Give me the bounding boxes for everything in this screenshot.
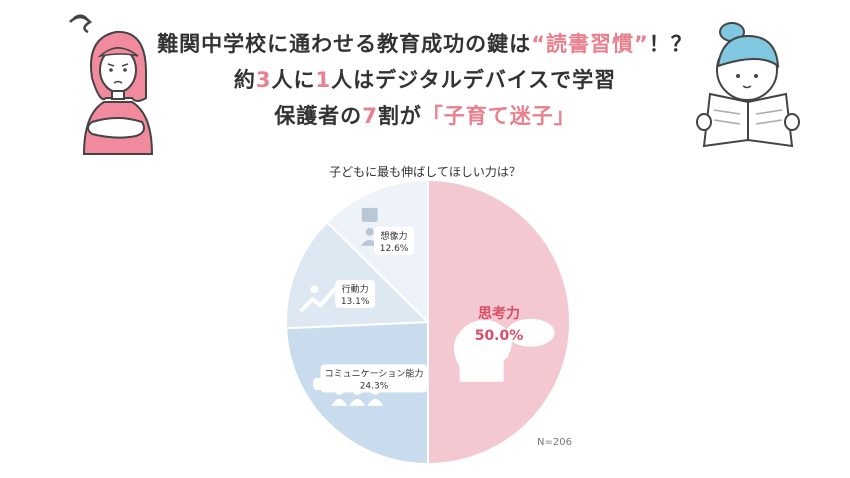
pie-slice xyxy=(427,178,571,466)
brain-icon xyxy=(453,318,555,382)
chart-title: 子どもに最も伸ばしてほしい力は？ xyxy=(329,165,521,179)
slice-label-name: 行動力 xyxy=(342,283,369,295)
slice-label-value: 50.0% xyxy=(475,328,524,344)
slice-label-value: 12.6% xyxy=(380,244,409,254)
headline-accent: 「子育て迷子」 xyxy=(421,104,576,128)
sample-size-note: N=206 xyxy=(537,437,572,448)
slice-label-name: 思考力 xyxy=(478,305,520,322)
headline-text: 人に xyxy=(271,68,316,92)
slice-label: 行動力 13.1% xyxy=(335,279,376,308)
headline-text: 割が xyxy=(377,104,422,128)
slice-label: コミュニケーション能力 24.3% xyxy=(320,364,428,393)
slice-label-value: 13.1% xyxy=(341,297,370,307)
slice-label-name: コミュニケーション能力 xyxy=(325,367,424,379)
slice-label-name: 想像力 xyxy=(381,230,408,242)
worried-parent-icon xyxy=(69,14,154,155)
headline-line-1: 難関中学校に通わせる教育成功の鍵は“読書習慣”！？ xyxy=(0,28,850,58)
headline-text: 人はデジタルデバイスで学習 xyxy=(331,68,617,92)
headline-text: 難関中学校に通わせる教育成功の鍵は xyxy=(157,32,532,56)
slice-label: 思考力 50.0% xyxy=(475,305,524,344)
headline-accent: 3 xyxy=(255,68,272,92)
headline-accent: 7 xyxy=(362,104,378,128)
headline-line-3: 保護者の7割が「子育て迷子」 xyxy=(0,100,850,130)
slice-label: 想像力 12.6% xyxy=(374,226,415,255)
headline-accent: 1 xyxy=(315,68,332,92)
slice-label-value: 24.3% xyxy=(360,381,389,391)
reading-child-icon xyxy=(696,22,800,148)
headline-text: ！？ xyxy=(648,32,693,56)
headline-line-2: 約3人に1人はデジタルデバイスで学習 xyxy=(0,64,850,94)
headline-accent: “読書習慣” xyxy=(531,32,649,56)
headline-text: 約 xyxy=(233,68,256,92)
headline-text: 保護者の xyxy=(274,104,363,128)
